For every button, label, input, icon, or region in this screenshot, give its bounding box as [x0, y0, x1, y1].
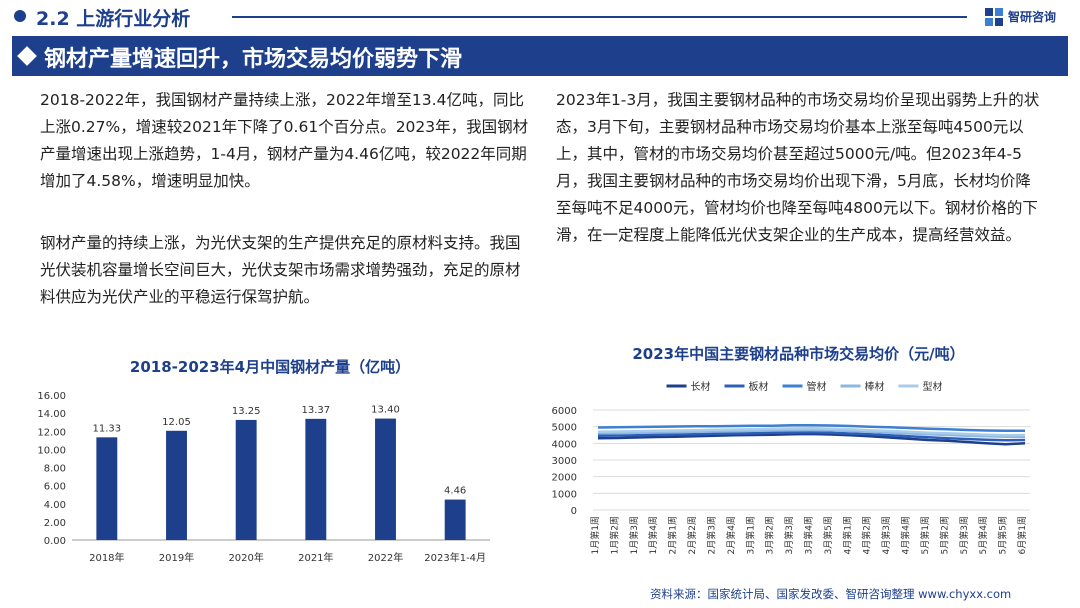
bar: [444, 499, 466, 540]
bar: [96, 437, 118, 540]
bar: [235, 419, 257, 540]
x-tick-label: 4月第3周: [880, 516, 892, 554]
legend-label: 长材: [691, 380, 711, 393]
bar-chart-title: 2018-2023年4月中国钢材产量（亿吨）: [129, 358, 411, 376]
y-tick-label: 4.00: [44, 500, 66, 511]
x-tick-label: 3月第4周: [803, 516, 815, 554]
legend-label: 型材: [923, 380, 943, 393]
bar: [375, 418, 396, 540]
x-tick-label: 3月第2周: [764, 516, 776, 554]
x-tick-label: 4月第4周: [900, 516, 912, 554]
x-tick-label: 2月第1周: [667, 516, 679, 554]
y-tick-label: 6.00: [44, 482, 66, 493]
x-tick-label: 5月第5周: [997, 516, 1009, 554]
x-tick-label: 2021年: [298, 551, 333, 564]
x-tick-label: 6月第1周: [1016, 516, 1028, 554]
data-label: 11.33: [93, 423, 122, 434]
data-label: 13.37: [302, 405, 331, 416]
y-tick-label: 6000: [552, 406, 577, 417]
title-banner: 钢材产量增速回升，市场交易均价弱势下滑: [12, 36, 1068, 76]
x-tick-label: 3月第5周: [822, 516, 834, 554]
y-tick-label: 8.00: [44, 464, 66, 475]
y-tick-label: 4000: [552, 439, 577, 450]
series-line: [597, 431, 1026, 442]
brand-logo: 智研咨询: [984, 5, 1074, 29]
data-label: 13.40: [371, 405, 400, 416]
x-tick-label: 2022年: [368, 551, 403, 564]
header-divider: [232, 16, 967, 18]
x-tick-label: 2月第4周: [725, 516, 737, 554]
series-line: [597, 423, 1026, 433]
paragraph-price: 2023年1-3月，我国主要钢材品种的市场交易均价呈现出弱势上升的状态，3月下旬…: [556, 91, 1040, 244]
x-tick-label: 4月第2周: [861, 516, 873, 554]
zhiyan-logo-icon: [985, 8, 1003, 26]
x-tick-label: 5月第4周: [977, 516, 989, 554]
x-tick-label: 4月第1周: [841, 516, 853, 554]
x-tick-label: 2023年1-4月: [424, 551, 486, 564]
x-tick-label: 2019年: [159, 551, 194, 564]
series-line: [597, 432, 1026, 446]
y-tick-label: 12.00: [37, 427, 66, 438]
legend-label: 板材: [749, 380, 769, 393]
y-tick-label: 3000: [552, 456, 577, 467]
legend-label: 棒材: [865, 380, 885, 393]
x-tick-label: 5月第1周: [919, 516, 931, 554]
brand-logo-text: 智研咨询: [1008, 10, 1057, 24]
y-tick-label: 1000: [552, 489, 577, 500]
x-tick-label: 2月第2周: [686, 516, 698, 554]
paragraph-supply: 钢材产量的持续上涨，为光伏支架的生产提供充足的原材料支持。我国光伏装机容量增长空…: [40, 234, 521, 306]
y-tick-label: 2.00: [44, 518, 66, 529]
x-tick-label: 1月第3周: [628, 516, 640, 554]
line-chart: 长材 板材 管材 棒材 型材 0 1000 2000 3000 4000 5000 6000 1月第1周…: [552, 380, 1030, 554]
x-tick-label: 3月第1周: [744, 516, 756, 554]
legend-label: 管材: [807, 380, 827, 393]
bar: [305, 418, 327, 540]
y-tick-label: 10.00: [37, 445, 66, 456]
y-tick-label: 0: [571, 506, 577, 517]
banner-title: 钢材产量增速回升，市场交易均价弱势下滑: [44, 47, 463, 72]
section-bullet-icon: [14, 10, 26, 22]
y-tick-label: 5000: [552, 423, 577, 434]
top-header: 2.2 上游行业分析 智研咨询: [0, 0, 1080, 34]
x-tick-label: 1月第4周: [647, 516, 659, 554]
x-tick-label: 5月第3周: [958, 516, 970, 554]
x-tick-label: 1月第2周: [608, 516, 620, 554]
x-tick-label: 5月第2周: [938, 516, 950, 554]
x-tick-label: 2月第3周: [705, 516, 717, 554]
series-line: [597, 427, 1026, 437]
source-note: 资料来源：国家统计局、国家发改委、智研咨询整理 www.chyxx.com: [650, 587, 1012, 601]
data-label: 4.46: [444, 486, 466, 497]
bar-chart: 0.00 2.00 4.00 6.00 8.00 10.00 12.00 14.00 16.00…: [37, 391, 490, 564]
y-tick-label: 16.00: [37, 391, 66, 402]
x-tick-label: 2020年: [228, 551, 263, 564]
paragraph-production: 2018-2022年，我国钢材产量持续上涨，2022年增至13.4亿吨，同比上涨…: [40, 91, 529, 190]
series-line: [597, 428, 1026, 439]
bar: [166, 430, 187, 540]
data-label: 13.25: [232, 406, 261, 417]
y-tick-label: 2000: [552, 473, 577, 484]
y-tick-label: 0.00: [44, 536, 66, 547]
x-tick-label: 2018年: [89, 551, 124, 564]
x-tick-label: 1月第1周: [589, 516, 601, 554]
line-chart-title: 2023年中国主要钢材品种市场交易均价（元/吨）: [632, 345, 965, 363]
x-tick-label: 3月第3周: [783, 516, 795, 554]
y-tick-label: 14.00: [37, 409, 66, 420]
section-title: 2.2 上游行业分析: [36, 8, 191, 30]
diamond-icon: [17, 46, 37, 66]
data-label: 12.05: [162, 417, 191, 428]
